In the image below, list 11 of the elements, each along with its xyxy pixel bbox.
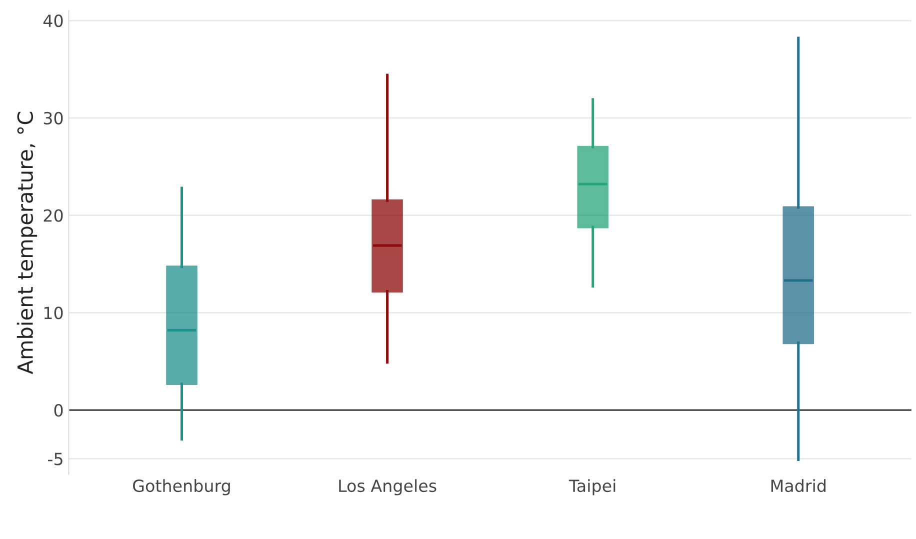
y-tick-label: -5 bbox=[48, 452, 62, 466]
y-tick-label: 0 bbox=[54, 404, 63, 417]
y-tick-label: 40 bbox=[43, 14, 63, 28]
y-axis-title: Ambient temperature, °C bbox=[16, 112, 38, 374]
x-tick-label: Madrid bbox=[771, 479, 826, 492]
y-tick-label: 10 bbox=[44, 306, 63, 320]
x-tick-label: Taipei bbox=[568, 479, 616, 496]
x-tick-label: Los Angeles bbox=[339, 479, 436, 496]
y-tick-label: 30 bbox=[44, 112, 63, 124]
x-tick-label: Gothenburg bbox=[133, 479, 230, 496]
y-tick-label: 20 bbox=[44, 209, 63, 222]
